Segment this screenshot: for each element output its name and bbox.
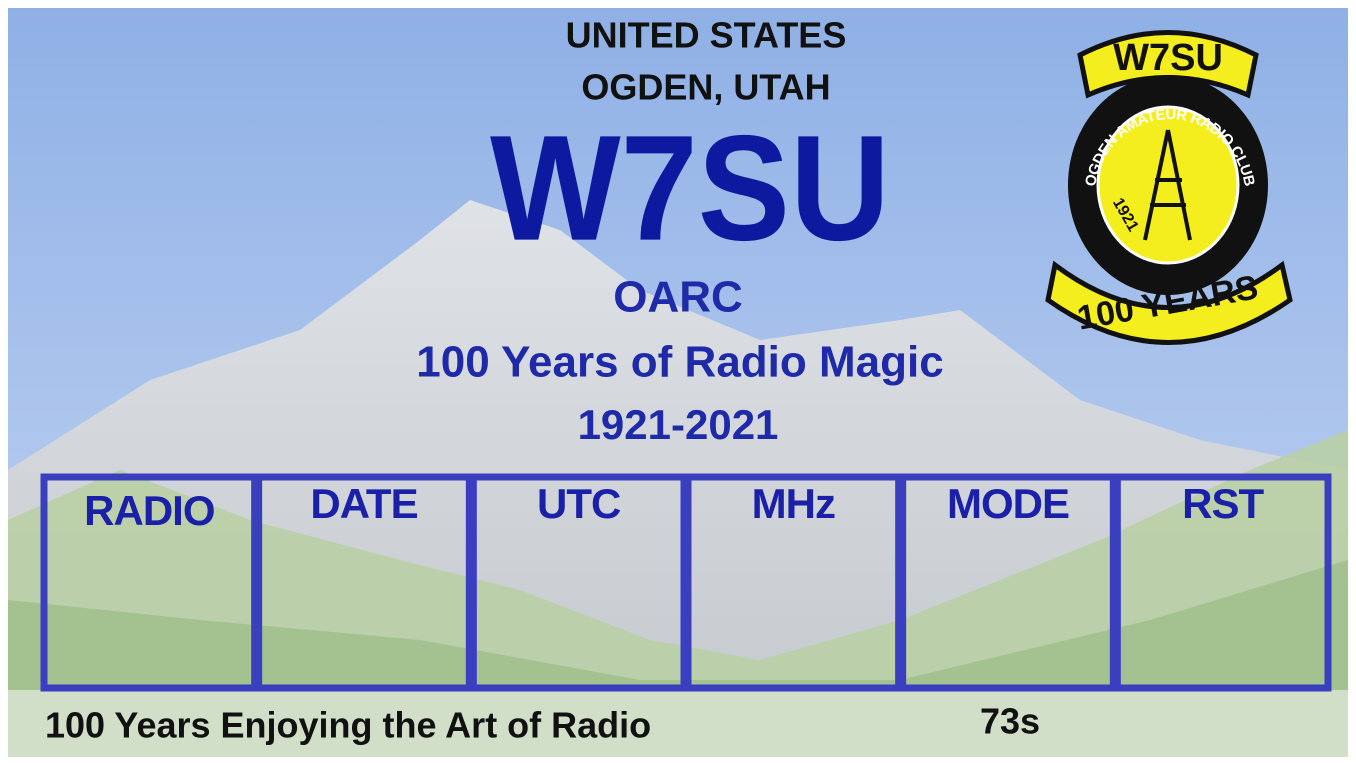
- column-header: RADIO: [84, 487, 214, 534]
- years: 1921-2021: [578, 401, 779, 448]
- column-header: DATE: [310, 480, 417, 527]
- motto: 100 Years Enjoying the Art of Radio: [45, 705, 651, 746]
- slogan: 100 Years of Radio Magic: [416, 338, 943, 387]
- signoff: 73s: [980, 701, 1040, 742]
- callsign: W7SU: [490, 104, 890, 272]
- club-abbr: OARC: [613, 273, 743, 322]
- column-header: MHz: [752, 480, 835, 527]
- logo: W7SU OGDEN AMATEUR RADIO CLUB 1921 100 Y…: [1048, 33, 1290, 343]
- country: UNITED STATES: [566, 15, 847, 56]
- logo-callsign: W7SU: [1113, 37, 1223, 79]
- column-header: UTC: [537, 480, 621, 527]
- column-header: RST: [1182, 480, 1264, 527]
- city: OGDEN, UTAH: [581, 67, 830, 108]
- column-header: MODE: [947, 480, 1069, 527]
- qsl-card: UNITED STATES OGDEN, UTAH W7SU OARC 100 …: [0, 0, 1356, 763]
